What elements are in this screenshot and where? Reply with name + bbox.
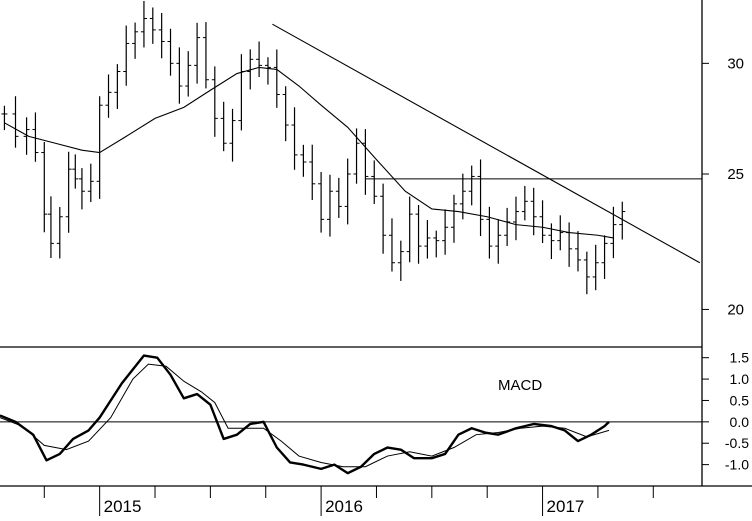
year-label: 2017 — [547, 497, 585, 516]
moving-average-line — [4, 66, 614, 239]
macd-y-tick-label: -0.5 — [725, 435, 749, 451]
macd-line — [0, 354, 610, 475]
macd-panel: 1.5 1.0 0.5 0.0 -0.5 -1.0 — [0, 350, 750, 475]
year-label: 2016 — [325, 497, 363, 516]
macd-y-tick-label: 1.0 — [730, 371, 750, 387]
macd-y-tick-label: 0.0 — [730, 414, 750, 430]
price-y-tick-label: 30 — [727, 55, 744, 72]
year-label: 2015 — [104, 497, 142, 516]
price-y-tick-label: 20 — [727, 301, 744, 318]
price-y-tick-label: 25 — [727, 166, 744, 183]
macd-signal-line — [0, 363, 610, 468]
macd-y-tick-label: 0.5 — [730, 392, 750, 408]
macd-y-tick-label: -1.0 — [725, 457, 749, 473]
macd-title: MACD — [498, 377, 542, 394]
macd-y-tick-label: 1.5 — [730, 350, 750, 366]
price-panel: 20 25 30 — [1, 0, 744, 318]
downtrend-line — [272, 23, 701, 264]
